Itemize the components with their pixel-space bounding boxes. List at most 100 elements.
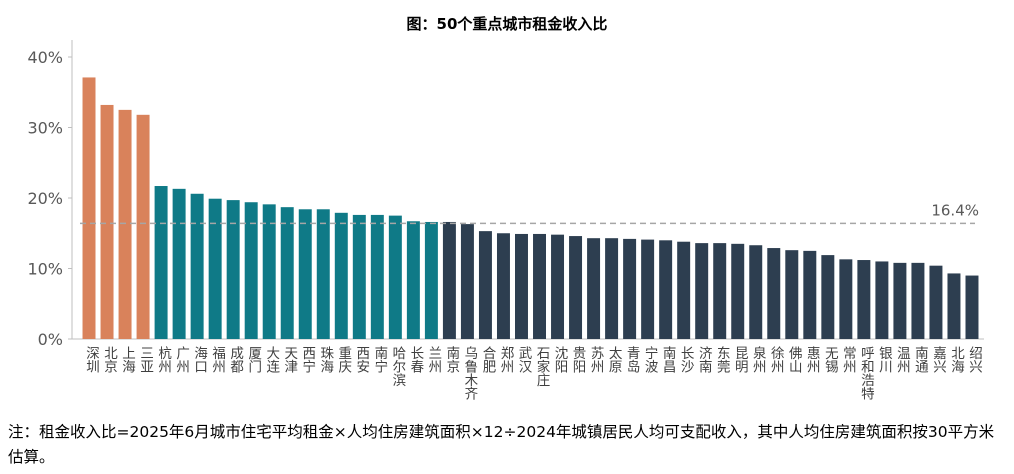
bar bbox=[713, 243, 727, 339]
x-tick-label: 大连 bbox=[263, 346, 280, 373]
x-tick-label: 郑州 bbox=[497, 346, 514, 373]
bar bbox=[136, 114, 150, 339]
bar bbox=[623, 238, 637, 339]
bar bbox=[406, 221, 420, 339]
x-tick-label: 乌鲁木齐 bbox=[461, 346, 478, 400]
x-tick-label: 嘉兴 bbox=[929, 346, 946, 373]
bar bbox=[316, 209, 330, 339]
footnote: 注：租金收入比=2025年6月城市住宅平均租金×人均住房建筑面积×12÷2024… bbox=[8, 423, 995, 466]
x-tick-label: 徐州 bbox=[767, 346, 784, 373]
x-tick-label: 苏州 bbox=[587, 346, 604, 373]
reference-label: 16.4% bbox=[931, 201, 979, 219]
y-tick-label: 40% bbox=[27, 48, 63, 67]
bar bbox=[100, 104, 114, 339]
bar bbox=[533, 233, 546, 339]
x-tick-label: 哈尔滨 bbox=[389, 346, 406, 387]
bar bbox=[929, 265, 943, 339]
bar bbox=[208, 198, 222, 339]
bar bbox=[695, 243, 709, 339]
x-tick-label: 南宁 bbox=[371, 346, 388, 373]
y-tick-label: 0% bbox=[38, 330, 63, 349]
x-tick-label: 上海 bbox=[119, 346, 136, 373]
x-tick-label: 东莞 bbox=[713, 346, 730, 373]
bar bbox=[839, 259, 853, 339]
x-tick-label: 泉州 bbox=[749, 346, 766, 373]
x-tick-label: 珠海 bbox=[317, 346, 334, 373]
bar bbox=[262, 204, 276, 339]
bar bbox=[605, 238, 619, 339]
bar bbox=[334, 212, 348, 339]
bar bbox=[478, 231, 492, 339]
bar bbox=[893, 262, 907, 339]
x-tick-label: 沈阳 bbox=[551, 346, 568, 373]
bar bbox=[244, 202, 258, 339]
x-tick-label: 成都 bbox=[227, 346, 244, 373]
bar bbox=[226, 200, 240, 339]
x-tick-label: 宁波 bbox=[641, 346, 658, 373]
x-tick-label: 海口 bbox=[191, 346, 208, 373]
bar bbox=[442, 221, 456, 339]
bar bbox=[911, 262, 925, 339]
bar bbox=[749, 245, 763, 339]
bar bbox=[857, 260, 871, 339]
bar bbox=[947, 273, 961, 339]
x-tick-label: 广州 bbox=[173, 346, 190, 373]
bar bbox=[587, 238, 601, 339]
x-tick-label: 南京 bbox=[443, 346, 460, 373]
bar bbox=[82, 77, 96, 339]
bar bbox=[352, 214, 366, 339]
chart-title: 图：50个重点城市租金收入比 bbox=[407, 15, 608, 33]
x-tick-label: 厦门 bbox=[245, 346, 262, 373]
bar bbox=[551, 234, 565, 339]
x-tick-label: 银川 bbox=[875, 346, 892, 373]
x-tick-label: 深圳 bbox=[83, 346, 99, 373]
x-tick-label: 长沙 bbox=[677, 346, 694, 373]
bar bbox=[731, 243, 745, 339]
x-tick-label: 南通 bbox=[911, 346, 928, 373]
x-tick-label: 无锡 bbox=[821, 346, 838, 373]
bar bbox=[388, 215, 402, 339]
bar bbox=[659, 240, 673, 339]
x-tick-label: 西安 bbox=[353, 346, 370, 373]
x-tick-label: 天津 bbox=[281, 346, 298, 373]
bar bbox=[641, 239, 655, 339]
x-tick-label: 北京 bbox=[101, 346, 118, 373]
bar bbox=[118, 109, 132, 339]
bar bbox=[370, 214, 384, 339]
y-tick-label: 30% bbox=[27, 119, 63, 138]
bar bbox=[785, 250, 799, 339]
x-tick-label: 北海 bbox=[947, 346, 964, 373]
x-tick-label: 西宁 bbox=[299, 346, 316, 373]
bar bbox=[424, 221, 438, 339]
x-tick-label: 三亚 bbox=[137, 346, 154, 373]
x-tick-label: 贵阳 bbox=[569, 346, 586, 373]
x-tick-label: 绍兴 bbox=[965, 346, 982, 373]
bar bbox=[677, 241, 691, 339]
x-tick-label: 武汉 bbox=[515, 346, 532, 373]
bar bbox=[496, 233, 510, 339]
x-tick-label: 长春 bbox=[407, 346, 424, 373]
x-tick-label: 佛山 bbox=[785, 346, 802, 373]
x-tick-label: 福州 bbox=[209, 346, 226, 373]
x-tick-label: 惠州 bbox=[803, 346, 820, 373]
x-tick-label: 杭州 bbox=[155, 346, 172, 373]
x-tick-label: 南昌 bbox=[659, 346, 676, 373]
x-tick-label: 常州 bbox=[839, 346, 856, 373]
bar bbox=[280, 207, 294, 339]
bar bbox=[172, 188, 186, 339]
bar bbox=[569, 236, 583, 339]
x-tick-label: 重庆 bbox=[335, 346, 352, 373]
x-tick-label: 兰州 bbox=[425, 346, 442, 373]
x-tick-label: 青岛 bbox=[623, 346, 640, 373]
bar bbox=[965, 275, 979, 339]
x-tick-label: 济南 bbox=[695, 346, 712, 373]
bar bbox=[460, 224, 474, 339]
bar bbox=[515, 233, 528, 339]
bar bbox=[767, 248, 781, 339]
x-tick-label: 石家庄 bbox=[533, 346, 550, 387]
x-tick-label: 昆明 bbox=[731, 346, 748, 373]
x-tick-label: 合肥 bbox=[479, 346, 496, 373]
y-tick-label: 20% bbox=[27, 189, 63, 208]
